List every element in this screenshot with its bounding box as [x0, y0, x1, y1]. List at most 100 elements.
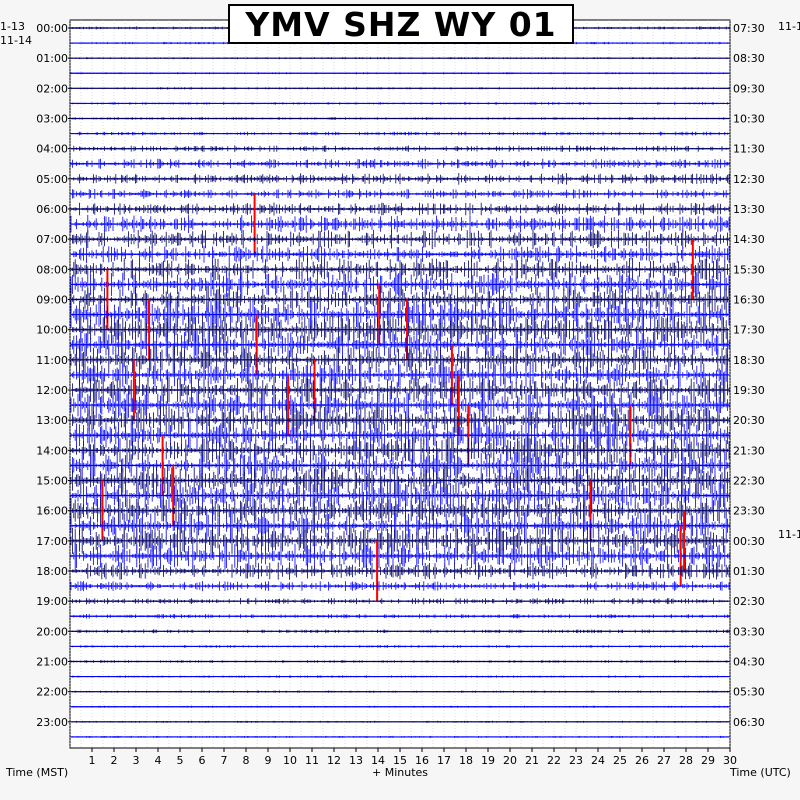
x-tick-label: 5: [177, 754, 184, 767]
x-tick-label: 19: [481, 754, 495, 767]
right-hour-label: 11:30: [733, 143, 765, 156]
trace-row: [70, 57, 730, 60]
right-hour-label: 22:30: [733, 475, 765, 488]
trace-row: [70, 690, 730, 693]
left-hour-label: 22:00: [36, 686, 68, 699]
left-hour-label: 05:00: [36, 173, 68, 186]
trace-row: [70, 705, 730, 708]
x-tick-label: 15: [393, 754, 407, 767]
right-hour-label: 21:30: [733, 444, 765, 457]
trace-row: [70, 102, 730, 105]
trace-row: [70, 117, 730, 120]
right-hour-label: 19:30: [733, 384, 765, 397]
right-hour-label: 02:30: [733, 595, 765, 608]
x-tick-label: 11: [305, 754, 319, 767]
x-tick-label: 16: [415, 754, 429, 767]
right-hour-label: 18:30: [733, 354, 765, 367]
x-tick-label: 23: [569, 754, 583, 767]
trace-row: [70, 418, 730, 452]
x-tick-label: 2: [111, 754, 118, 767]
trace-row: [70, 257, 730, 281]
right-hour-label: 07:30: [733, 22, 765, 35]
trace-row: [70, 188, 730, 200]
right-hour-label: 13:30: [733, 203, 765, 216]
x-tick-label: 8: [243, 754, 250, 767]
trace-row: [70, 542, 730, 570]
left-hour-label: 15:00: [36, 475, 68, 488]
right-hour-label: 09:30: [733, 82, 765, 95]
left-hour-label: 07:00: [36, 233, 68, 246]
left-hour-label: 20:00: [36, 625, 68, 638]
trace-row: [70, 229, 730, 250]
x-tick-label: 7: [221, 754, 228, 767]
x-tick-label: 21: [525, 754, 539, 767]
right-hour-label: 17:30: [733, 324, 765, 337]
trace-row: [70, 562, 730, 580]
left-hour-labels: 00:00 01:00 02:00 03:00 04:00 05:00 06:00 07:00…: [36, 22, 70, 729]
trace-row: [70, 495, 730, 526]
trace-row: [70, 202, 730, 216]
trace-row: [70, 597, 730, 605]
chart-title: YMV SHZ WY 01: [228, 4, 574, 44]
right-hour-label: 04:30: [733, 656, 765, 669]
left-hour-label: 16:00: [36, 505, 68, 518]
left-hour-label: 12:00: [36, 384, 68, 397]
trace-row: [70, 361, 730, 389]
trace-row: [70, 450, 730, 481]
right-hour-label: 08:30: [733, 52, 765, 65]
trace-row: [70, 675, 730, 678]
right-hour-label: 06:30: [733, 716, 765, 729]
trace-row: [70, 479, 730, 512]
left-hour-label: 04:00: [36, 143, 68, 156]
left-hour-label: 17:00: [36, 535, 68, 548]
x-tick-label: 18: [459, 754, 473, 767]
x-label-left: Time (MST): [6, 766, 69, 779]
right-hour-label: 15:30: [733, 263, 765, 276]
trace-row: [70, 271, 730, 298]
x-tick-label: 1: [89, 754, 96, 767]
x-tick-label: 13: [349, 754, 363, 767]
x-tick-label: 20: [503, 754, 517, 767]
right-hour-label: 20:30: [733, 414, 765, 427]
x-tick-label: 14: [371, 754, 385, 767]
trace-row: [70, 376, 730, 404]
trace-row: [70, 660, 730, 663]
x-tick-label: 24: [591, 754, 605, 767]
trace-row: [70, 629, 730, 634]
trace-row: [70, 214, 730, 234]
trace-row: [70, 87, 730, 90]
seismic-traces: [70, 26, 730, 738]
trace-row: [70, 131, 730, 136]
trace-row: [70, 510, 730, 541]
x-tick-label: 4: [155, 754, 162, 767]
trace-row: [70, 614, 730, 619]
trace-row: [70, 344, 730, 375]
x-tick-label: 9: [265, 754, 272, 767]
right-hour-label: 05:30: [733, 686, 765, 699]
right-hour-label: 16:30: [733, 294, 765, 307]
right-hour-label: 03:30: [733, 625, 765, 638]
left-hour-label: 23:00: [36, 716, 68, 729]
x-tick-label: 25: [613, 754, 627, 767]
left-hour-label: 09:00: [36, 294, 68, 307]
trace-row: [70, 464, 730, 497]
left-hour-label: 01:00: [36, 52, 68, 65]
x-tick-label: 6: [199, 754, 206, 767]
left-hour-label: 21:00: [36, 656, 68, 669]
right-hour-label: 00:30: [733, 535, 765, 548]
right-date-mid: 11-1: [778, 528, 800, 541]
right-hour-labels: 07:30 08:30 09:30 10:30 11:30 12:30 13:30 14:30…: [733, 22, 765, 729]
trace-row: [70, 436, 730, 465]
x-tick-label: 29: [701, 754, 715, 767]
trace-row: [70, 525, 730, 557]
right-hour-label: 10:30: [733, 113, 765, 126]
x-tick-label: 17: [437, 754, 451, 767]
left-hour-label: 11:00: [36, 354, 68, 367]
trace-row: [70, 158, 730, 169]
left-hour-label: 08:00: [36, 263, 68, 276]
trace-row: [70, 173, 730, 185]
trace-row: [70, 313, 730, 346]
left-hour-label: 19:00: [36, 595, 68, 608]
trace-row: [70, 645, 730, 648]
trace-row: [70, 581, 730, 592]
